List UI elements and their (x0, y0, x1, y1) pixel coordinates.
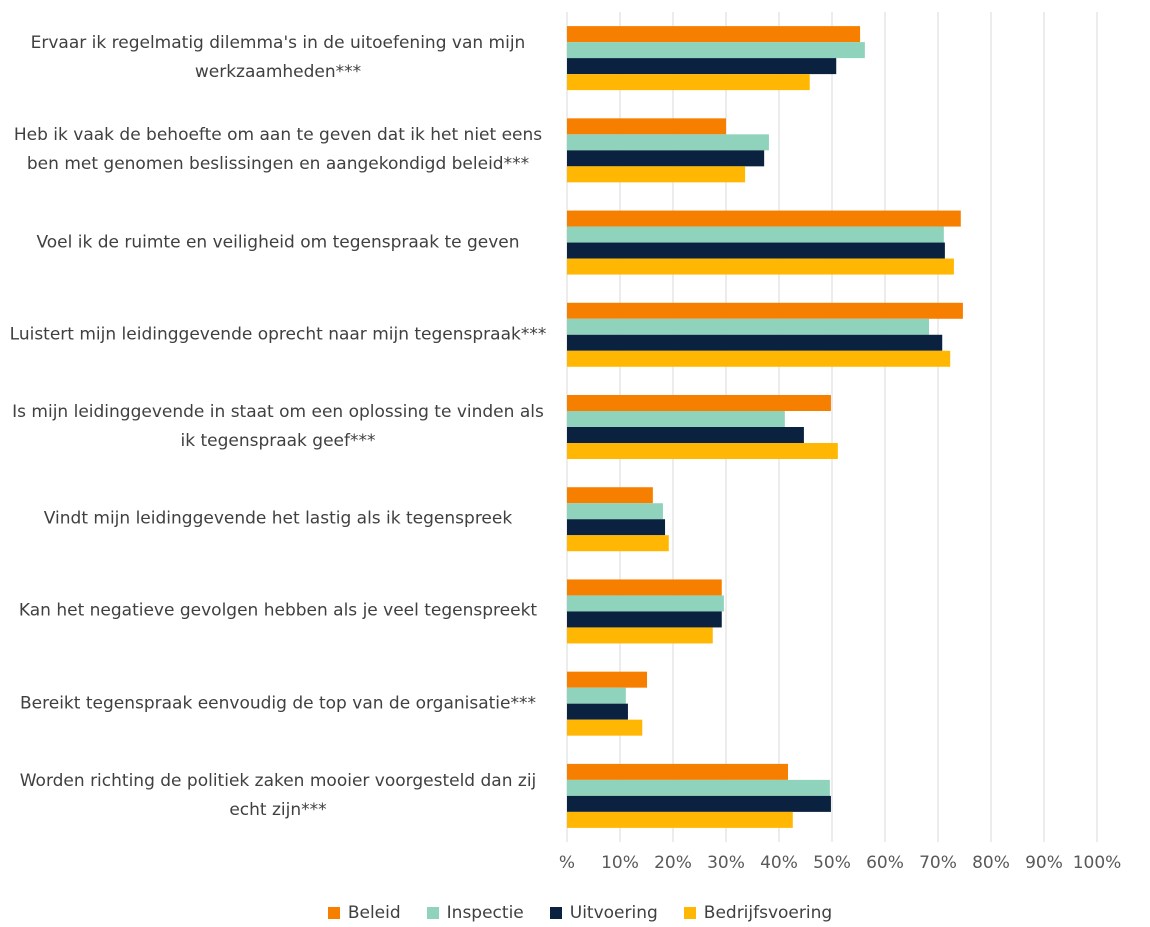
legend-label: Bedrijfsvoering (703, 903, 833, 923)
bar (567, 779, 830, 796)
bar (567, 74, 810, 91)
x-tick-label: 70% (919, 853, 957, 873)
legend: Beleid Inspectie Uitvoering Bedrijfsvoering (0, 903, 1150, 923)
x-tick-label: 80% (972, 853, 1010, 873)
x-tick-label: 20% (654, 853, 692, 873)
category-label: Voel ik de ruimte en veiligheid om tegen… (36, 232, 520, 253)
bar (567, 166, 746, 183)
bar (567, 150, 765, 167)
bar (567, 519, 666, 536)
bar (567, 703, 628, 720)
bar (567, 811, 793, 828)
bar (567, 42, 865, 59)
x-tick-label: 90% (1025, 853, 1063, 873)
legend-swatch (426, 907, 439, 919)
legend-swatch (327, 907, 340, 919)
bar (567, 535, 669, 552)
bar (567, 795, 831, 812)
bar (567, 595, 724, 612)
bar (567, 687, 626, 704)
bar (567, 226, 944, 243)
bar (567, 318, 929, 335)
bar (567, 671, 648, 688)
category-label: Luistert mijn leidinggevende oprecht naa… (9, 324, 547, 345)
bar (567, 302, 963, 319)
bar (567, 611, 722, 628)
bar (567, 763, 789, 780)
bar (567, 719, 643, 736)
category-label: Ervaar ik regelmatig dilemma's in de uit… (30, 33, 526, 83)
bar (567, 395, 831, 411)
x-tick-label: 10% (601, 853, 639, 873)
bar (567, 118, 726, 135)
bar (567, 242, 945, 259)
legend-swatch (549, 907, 562, 919)
legend-label: Uitvoering (569, 903, 658, 923)
category-label: Vindt mijn leidinggevende het lastig als… (43, 508, 513, 529)
category-label: Worden richting de politiek zaken mooier… (19, 770, 537, 820)
bar (567, 487, 653, 504)
bar (567, 427, 804, 443)
bar (567, 134, 769, 151)
legend-label: Beleid (347, 903, 401, 923)
bar (567, 210, 961, 227)
category-label: Bereikt tegenspraak eenvoudig de top van… (20, 693, 536, 714)
bar (567, 26, 861, 43)
bar (567, 411, 785, 427)
legend-label: Inspectie (446, 903, 524, 923)
category-label: Kan het negatieve gevolgen hebben als je… (18, 600, 538, 621)
bar (567, 258, 954, 275)
bar (567, 350, 951, 367)
bar (567, 334, 943, 351)
legend-item: Uitvoering (549, 903, 658, 923)
bar (567, 58, 837, 75)
x-tick-label: 50% (813, 853, 851, 873)
bar (567, 579, 722, 596)
category-label: Is mijn leidinggevende in staat om een o… (12, 402, 544, 451)
x-tick-label: % (559, 853, 575, 873)
legend-item: Inspectie (426, 903, 524, 923)
x-tick-label: 30% (707, 853, 745, 873)
bar (567, 627, 713, 644)
x-tick-label: 40% (760, 853, 798, 873)
legend-item: Beleid (327, 903, 401, 923)
bar (567, 503, 663, 520)
bar (567, 443, 838, 459)
category-label: Heb ik vaak de behoefte om aan te geven … (13, 125, 543, 175)
x-tick-label: 60% (866, 853, 904, 873)
legend-swatch (683, 907, 696, 919)
legend-item: Bedrijfsvoering (683, 903, 833, 923)
x-tick-label: 100% (1073, 853, 1122, 873)
